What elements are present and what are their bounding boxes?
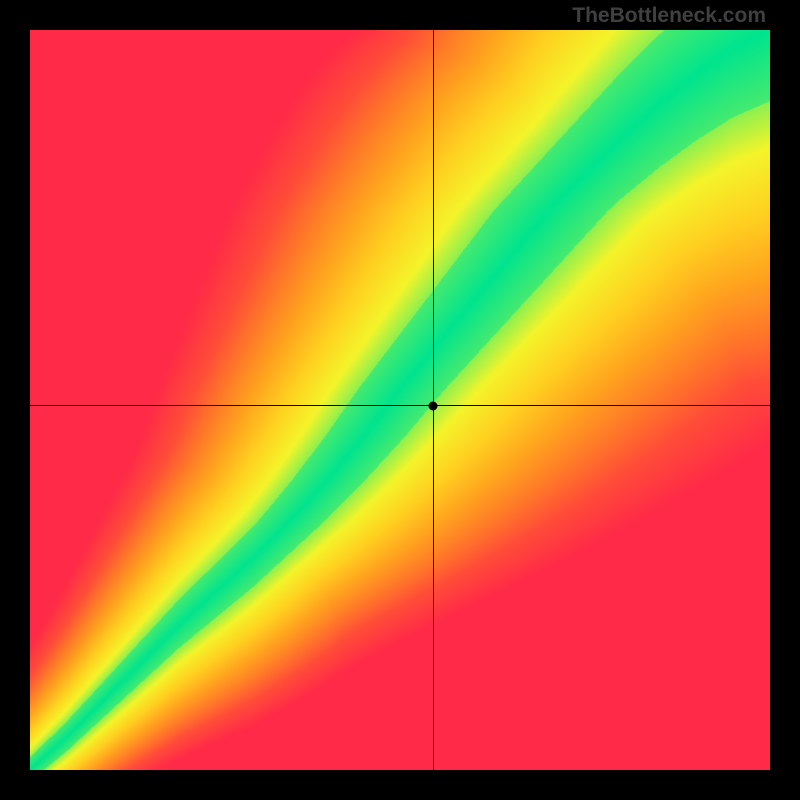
heatmap-plot-area [30, 30, 770, 770]
chart-container: TheBottleneck.com [0, 0, 800, 800]
crosshair-horizontal [30, 405, 770, 406]
heatmap-canvas [30, 30, 770, 770]
watermark-text: TheBottleneck.com [572, 4, 766, 28]
crosshair-marker [429, 401, 438, 410]
crosshair-vertical [433, 30, 434, 770]
